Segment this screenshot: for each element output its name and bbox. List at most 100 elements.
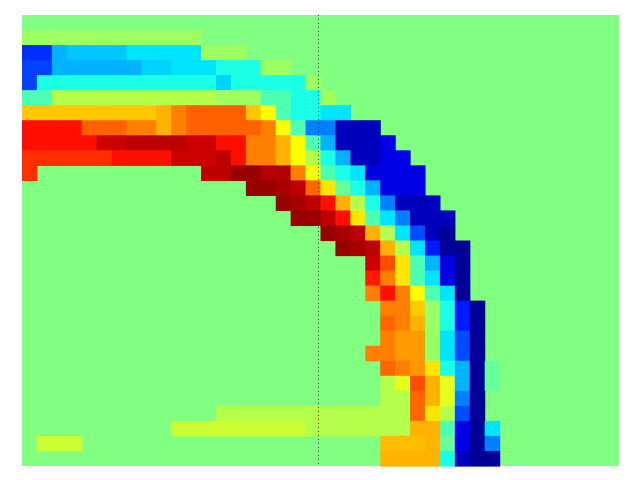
heatmap-cell bbox=[484, 435, 501, 452]
heatmap-cell bbox=[290, 195, 307, 212]
heatmap-cell bbox=[439, 450, 456, 467]
heatmap-cell bbox=[22, 105, 38, 121]
heatmap-cell bbox=[290, 90, 307, 106]
heatmap-cell bbox=[335, 150, 351, 166]
heatmap-cell bbox=[365, 225, 381, 242]
heatmap-cell bbox=[186, 105, 202, 121]
heatmap-cell bbox=[469, 330, 486, 347]
heatmap-cell bbox=[469, 450, 486, 467]
heatmap-cell bbox=[350, 120, 366, 136]
heatmap-cell bbox=[439, 435, 456, 452]
heatmap-cell bbox=[320, 150, 337, 166]
heatmap-cell bbox=[439, 360, 456, 377]
heatmap-cell bbox=[484, 360, 501, 377]
heatmap-cell bbox=[36, 150, 53, 166]
heatmap-cell bbox=[365, 150, 381, 166]
heatmap-cell bbox=[156, 60, 172, 76]
heatmap-cell bbox=[245, 90, 262, 106]
heatmap-cell bbox=[51, 90, 68, 106]
heatmap-cell bbox=[439, 330, 456, 347]
heatmap-cell bbox=[410, 390, 426, 407]
heatmap-cell bbox=[395, 240, 411, 257]
heatmap-cell bbox=[320, 420, 337, 437]
heatmap-cell bbox=[111, 60, 128, 76]
heatmap-cell bbox=[36, 60, 53, 76]
heatmap-cell bbox=[424, 315, 441, 332]
heatmap-cell bbox=[51, 75, 68, 91]
heatmap-cell bbox=[484, 420, 501, 437]
heatmap-cell bbox=[350, 180, 366, 196]
heatmap-cell bbox=[96, 60, 113, 76]
heatmap-cell bbox=[260, 120, 277, 136]
heatmap-cell bbox=[335, 135, 351, 151]
heatmap-cell bbox=[439, 375, 456, 392]
heatmap-cell bbox=[156, 90, 172, 106]
heatmap-cell bbox=[260, 405, 277, 422]
heatmap-cell bbox=[380, 300, 396, 317]
heatmap-cell bbox=[51, 105, 68, 121]
heatmap-cell bbox=[230, 105, 247, 121]
heatmap-cell bbox=[469, 375, 486, 392]
heatmap-cell bbox=[439, 255, 456, 272]
heatmap-cell bbox=[410, 420, 426, 437]
heatmap-cell bbox=[410, 180, 426, 196]
heatmap-cell bbox=[305, 135, 322, 151]
heatmap-cell bbox=[395, 315, 411, 332]
heatmap-cell bbox=[230, 60, 247, 76]
heatmap-cell bbox=[111, 45, 128, 61]
heatmap-cell bbox=[141, 150, 157, 166]
heatmap-cell bbox=[410, 450, 426, 467]
heatmap-cell bbox=[410, 345, 426, 362]
heatmap-cell bbox=[335, 240, 351, 257]
heatmap-cell bbox=[380, 270, 396, 287]
heatmap-cell bbox=[424, 360, 441, 377]
heatmap-cell bbox=[410, 285, 426, 302]
heatmap-cell bbox=[305, 210, 322, 227]
heatmap-cell bbox=[245, 60, 262, 76]
heatmap-cell bbox=[410, 300, 426, 317]
heatmap-cell bbox=[156, 135, 172, 151]
heatmap-cell bbox=[484, 450, 501, 467]
heatmap-cell bbox=[454, 435, 471, 452]
heatmap-cell bbox=[275, 135, 292, 151]
heatmap-cell bbox=[51, 60, 68, 76]
heatmap-cell bbox=[260, 150, 277, 166]
heatmap-cell bbox=[424, 390, 441, 407]
heatmap-cell bbox=[410, 270, 426, 287]
heatmap-cell bbox=[36, 90, 53, 106]
heatmap-cell bbox=[22, 150, 38, 166]
heatmap-cell bbox=[454, 420, 471, 437]
heatmap-cell bbox=[290, 165, 307, 181]
heatmap-cell bbox=[424, 270, 441, 287]
heatmap-cell bbox=[424, 255, 441, 272]
heatmap-cell bbox=[171, 135, 187, 151]
heatmap-cell bbox=[320, 225, 337, 242]
heatmap-cell bbox=[350, 240, 366, 257]
heatmap-cell bbox=[201, 75, 217, 91]
heatmap-cell bbox=[216, 120, 232, 136]
heatmap-cell bbox=[365, 210, 381, 227]
heatmap-cell bbox=[380, 330, 396, 347]
heatmap-cell bbox=[365, 240, 381, 257]
heatmap-cell bbox=[22, 30, 38, 46]
heatmap-cell bbox=[454, 405, 471, 422]
heatmap-cell bbox=[305, 195, 322, 212]
heatmap-cell bbox=[380, 195, 396, 212]
heatmap-cell bbox=[275, 165, 292, 181]
heatmap-cell bbox=[96, 90, 113, 106]
heatmap-cell bbox=[320, 120, 337, 136]
heatmap-cell bbox=[335, 180, 351, 196]
heatmap-cell bbox=[275, 105, 292, 121]
heatmap-cell bbox=[454, 285, 471, 302]
heatmap-cell bbox=[230, 405, 247, 422]
heatmap-cell bbox=[290, 75, 307, 91]
heatmap-cell bbox=[171, 120, 187, 136]
heatmap-cell bbox=[439, 315, 456, 332]
heatmap-cell bbox=[22, 90, 38, 106]
heatmap-cell bbox=[260, 180, 277, 196]
heatmap-cell bbox=[380, 225, 396, 242]
heatmap-cell bbox=[395, 165, 411, 181]
heatmap-cell bbox=[290, 405, 307, 422]
heatmap-cell bbox=[424, 420, 441, 437]
heatmap-cell bbox=[201, 165, 217, 181]
